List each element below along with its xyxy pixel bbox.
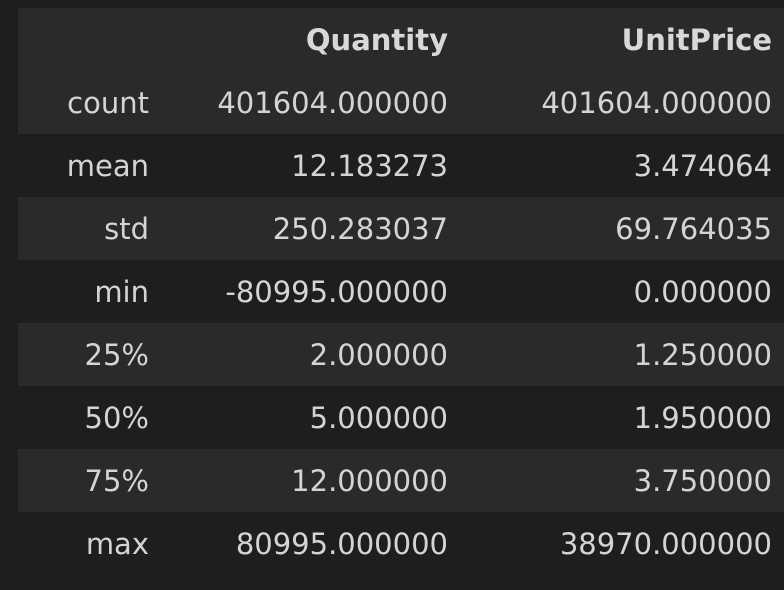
index-header [18, 8, 149, 71]
row-label: 25% [84, 337, 149, 372]
cell-unitprice: 1.250000 [633, 337, 772, 372]
cell-unitprice: 1.950000 [633, 400, 772, 435]
row-label: std [104, 211, 149, 246]
cell-quantity: -80995.000000 [225, 274, 448, 309]
row-label: 75% [84, 463, 149, 498]
row-label: max [85, 526, 149, 561]
column-header-quantity: Quantity [149, 8, 460, 71]
header-row: Quantity UnitPrice [18, 8, 784, 71]
table-row: count 401604.000000 401604.000000 [18, 71, 784, 134]
table-row: 75% 12.000000 3.750000 [18, 449, 784, 512]
table-row: min -80995.000000 0.000000 [18, 260, 784, 323]
table-header: Quantity UnitPrice [18, 8, 784, 71]
table-row: 25% 2.000000 1.250000 [18, 323, 784, 386]
table-row: max 80995.000000 38970.000000 [18, 512, 784, 575]
cell-quantity: 12.183273 [291, 148, 448, 183]
column-header-unitprice: UnitPrice [460, 8, 784, 71]
cell-unitprice: 38970.000000 [559, 526, 772, 561]
row-label: 50% [84, 400, 149, 435]
cell-unitprice: 401604.000000 [541, 85, 772, 120]
cell-unitprice: 3.474064 [633, 148, 772, 183]
cell-quantity: 2.000000 [309, 337, 448, 372]
dataframe-output: Quantity UnitPrice count 401604.000000 4… [18, 8, 784, 576]
cell-quantity: 401604.000000 [217, 85, 448, 120]
cell-quantity: 80995.000000 [235, 526, 448, 561]
cell-quantity: 12.000000 [291, 463, 448, 498]
describe-table: Quantity UnitPrice count 401604.000000 4… [18, 8, 784, 575]
cell-quantity: 250.283037 [272, 211, 448, 246]
row-label: mean [66, 148, 149, 183]
table-row: std 250.283037 69.764035 [18, 197, 784, 260]
row-label: min [94, 274, 149, 309]
cell-unitprice: 0.000000 [633, 274, 772, 309]
table-body: count 401604.000000 401604.000000 mean 1… [18, 71, 784, 575]
table-row: mean 12.183273 3.474064 [18, 134, 784, 197]
cell-unitprice: 69.764035 [615, 211, 772, 246]
table-row: 50% 5.000000 1.950000 [18, 386, 784, 449]
cell-quantity: 5.000000 [309, 400, 448, 435]
row-label: count [67, 85, 149, 120]
cell-unitprice: 3.750000 [633, 463, 772, 498]
